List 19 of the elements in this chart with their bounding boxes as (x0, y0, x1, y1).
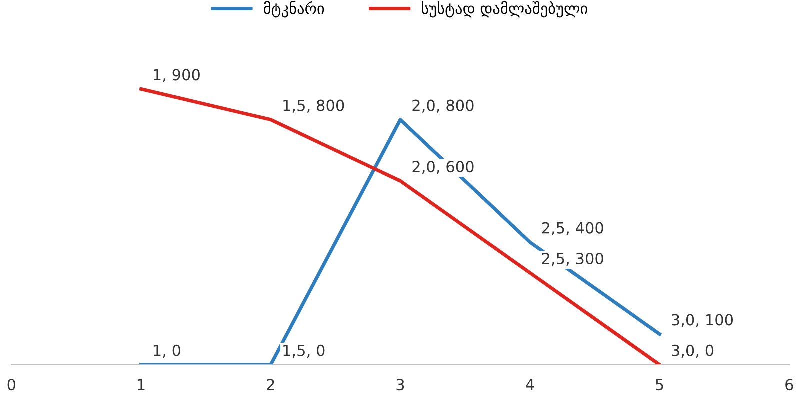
x-tick-label: 6 (786, 379, 794, 391)
data-label: 1, 0 (154, 344, 181, 358)
legend-label: მტკნარი (264, 1, 324, 18)
data-label: 1,5, 800 (284, 100, 344, 113)
x-tick-label: 5 (656, 379, 664, 391)
data-label: 3,0, 0 (672, 344, 714, 358)
x-tick-label: 1 (138, 379, 145, 390)
x-tick-label: 4 (526, 379, 534, 390)
data-label: 2,0, 800 (412, 100, 474, 113)
data-label: 2,5, 400 (542, 222, 604, 236)
data-label: 2,0, 600 (412, 161, 474, 174)
legend-label: სუსტად დამლაშებული (422, 1, 588, 18)
data-label: 1, 900 (154, 69, 200, 82)
x-tick-label: 0 (8, 379, 16, 391)
data-label: 2,5, 300 (542, 252, 604, 266)
x-tick-label: 2 (267, 379, 274, 390)
x-tick-label: 3 (396, 379, 404, 391)
data-label: 1,5, 0 (284, 344, 325, 358)
data-label: 3,0, 100 (672, 314, 734, 328)
